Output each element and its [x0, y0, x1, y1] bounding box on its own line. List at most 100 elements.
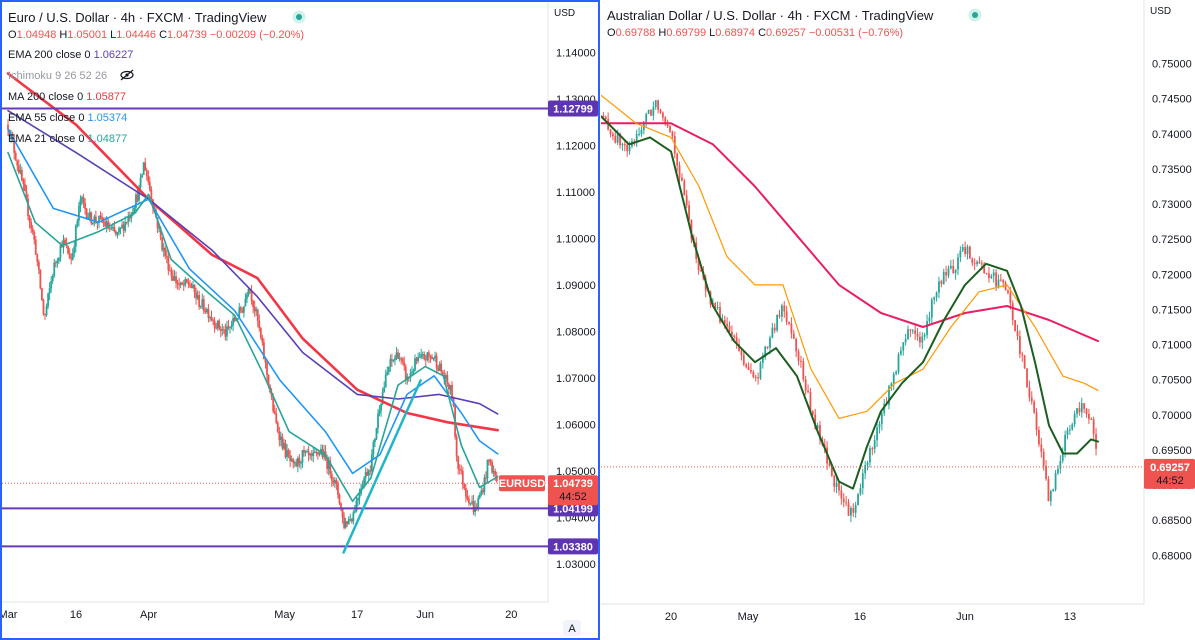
currency-label: USD — [554, 8, 575, 19]
candle-body — [48, 288, 51, 294]
eurusd-chart[interactable]: 1.030001.040001.050001.060001.070001.080… — [2, 2, 598, 638]
candle-body — [168, 270, 171, 272]
candle-body — [1045, 465, 1047, 480]
candle-body — [457, 456, 460, 469]
candle-body — [952, 265, 955, 274]
candle-body — [463, 484, 466, 489]
candle-body — [685, 195, 688, 206]
candle-body — [921, 336, 924, 343]
y-tick-label: 0.71000 — [1152, 340, 1192, 352]
candle-body — [74, 225, 77, 247]
candle-body — [688, 205, 690, 220]
indicator-legend-item[interactable]: EMA 55 close 0 1.05374 — [8, 112, 127, 124]
candle-body — [626, 144, 629, 152]
candle-body — [235, 319, 238, 321]
y-tick-label: 1.03000 — [556, 559, 596, 571]
candle-body — [167, 256, 170, 271]
candle-body — [840, 490, 843, 499]
candle-body — [976, 261, 978, 265]
candle-body — [383, 387, 386, 393]
candle-body — [426, 352, 429, 360]
trend-line[interactable] — [342, 379, 422, 554]
candle-body — [478, 494, 481, 499]
candle-body — [888, 386, 890, 405]
indicator-legend-item[interactable]: Ichimoku 9 26 52 26 — [8, 70, 107, 82]
candle-body — [471, 501, 473, 503]
candle-body — [138, 187, 140, 201]
candle-body — [1007, 290, 1009, 293]
series-line-2 — [601, 94, 1099, 419]
candle-body — [227, 326, 230, 328]
auto-scale-button[interactable] — [563, 620, 581, 636]
candle-body — [184, 279, 187, 286]
candle-body — [283, 443, 285, 449]
candle-body — [264, 358, 267, 363]
candle-body — [404, 366, 407, 381]
candle-body — [1054, 473, 1057, 490]
candle-body — [945, 272, 947, 276]
candle-body — [64, 239, 66, 245]
candle-body — [650, 109, 652, 116]
candle-body — [105, 221, 108, 227]
candle-body — [250, 291, 253, 302]
candle-body — [363, 477, 366, 486]
candle-body — [914, 330, 917, 335]
y-tick-label: 0.75000 — [1152, 59, 1192, 71]
candle-body — [697, 258, 700, 271]
candle-body — [714, 303, 717, 309]
candle-body — [335, 480, 338, 484]
eurusd-chart-panel[interactable]: 1.03000 1.04000 1.05000 1.06000 1.07000 1.080… — [0, 0, 600, 640]
candle-body — [290, 459, 293, 461]
candle-body — [403, 362, 406, 367]
candle-body — [940, 281, 943, 285]
candle-body — [754, 377, 757, 379]
candle-body — [50, 280, 53, 289]
candle-body — [477, 498, 480, 509]
y-tick-label: 1.09000 — [556, 280, 596, 292]
candle-body — [916, 334, 919, 337]
candle-body — [785, 311, 788, 323]
candle-body — [261, 337, 264, 343]
candle-body — [719, 307, 721, 323]
candle-body — [273, 411, 276, 414]
candle-body — [451, 384, 453, 398]
candle-body — [127, 216, 130, 223]
x-tick-label: 20 — [665, 611, 677, 623]
candle-body — [842, 498, 845, 503]
eye-hidden-icon[interactable] — [120, 69, 134, 81]
indicator-legend-item[interactable]: EMA 200 close 0 1.06227 — [8, 49, 133, 61]
candle-body — [1078, 408, 1081, 413]
candle-body — [669, 126, 671, 132]
candle-body — [281, 436, 284, 449]
candle-body — [130, 214, 133, 219]
candle-body — [809, 392, 812, 412]
candle-body — [432, 357, 435, 360]
candle-body — [189, 284, 191, 286]
indicator-legend-item[interactable]: EMA 21 close 0 1.04877 — [8, 133, 127, 145]
candle-body — [647, 109, 650, 114]
candle-body — [418, 357, 421, 359]
candle-body — [664, 117, 667, 125]
candle-body — [494, 471, 497, 476]
candle-body — [392, 360, 395, 362]
candle-body — [795, 338, 798, 352]
candle-body — [771, 327, 774, 338]
candle-body — [165, 256, 168, 258]
candle-body — [866, 462, 869, 466]
candle-body — [438, 363, 441, 371]
candle-body — [259, 328, 262, 338]
candle-body — [142, 162, 145, 175]
series-line-2 — [7, 109, 499, 415]
audusd-chart[interactable]: 0.680000.685000.690000.695000.700000.705… — [601, 0, 1195, 640]
audusd-chart-panel[interactable]: 0.680000.685000.690000.695000.700000.705… — [601, 0, 1195, 640]
candle-body — [341, 508, 344, 518]
candle-body — [857, 493, 859, 506]
candle-body — [25, 191, 28, 199]
candle-body — [666, 124, 669, 127]
candle-body — [985, 273, 988, 275]
symbol-tag-label: EURUSD — [499, 478, 546, 490]
candle-body — [172, 275, 174, 281]
candle-body — [455, 436, 458, 457]
indicator-legend-item[interactable]: MA 200 close 0 1.05877 — [8, 91, 126, 103]
candle-body — [185, 279, 188, 283]
